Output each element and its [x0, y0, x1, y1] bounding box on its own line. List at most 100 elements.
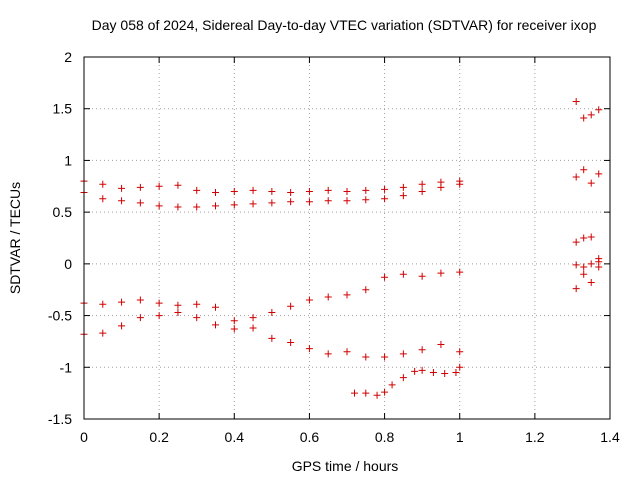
- x-tick-label: 0.2: [149, 429, 169, 445]
- data-point: [268, 334, 276, 342]
- data-point: [249, 314, 257, 322]
- data-point: [587, 260, 595, 268]
- x-tick-label: 0.8: [375, 429, 395, 445]
- data-point: [174, 181, 182, 189]
- series-5: [351, 263, 603, 399]
- data-point: [595, 106, 603, 114]
- data-point: [305, 296, 313, 304]
- data-point: [418, 272, 426, 280]
- data-point: [595, 263, 603, 271]
- y-tick-label: -1.5: [48, 411, 72, 427]
- data-point: [399, 350, 407, 358]
- data-point: [99, 195, 107, 203]
- data-point: [343, 187, 351, 195]
- data-point: [287, 302, 295, 310]
- data-point: [580, 234, 588, 242]
- data-point: [362, 353, 370, 361]
- data-point: [343, 348, 351, 356]
- data-point: [174, 203, 182, 211]
- data-point: [572, 238, 580, 246]
- data-point: [155, 182, 163, 190]
- data-point: [324, 186, 332, 194]
- data-point: [136, 183, 144, 191]
- data-point: [118, 322, 126, 330]
- data-point: [230, 325, 238, 333]
- data-point: [381, 388, 389, 396]
- data-point: [580, 166, 588, 174]
- data-point: [572, 285, 580, 293]
- data-point: [411, 367, 419, 375]
- data-point: [587, 179, 595, 187]
- data-point: [595, 170, 603, 178]
- data-point: [381, 273, 389, 281]
- y-tick-label: 1: [64, 152, 72, 168]
- data-point: [399, 192, 407, 200]
- data-point: [230, 187, 238, 195]
- data-point: [587, 233, 595, 241]
- data-point: [136, 314, 144, 322]
- data-point: [587, 278, 595, 286]
- data-point: [343, 291, 351, 299]
- x-tick-label: 1: [456, 429, 464, 445]
- y-tick-label: -1: [60, 359, 73, 375]
- data-point: [249, 200, 257, 208]
- data-point: [193, 314, 201, 322]
- data-point: [212, 303, 219, 311]
- data-point: [174, 308, 182, 316]
- data-point: [230, 201, 238, 209]
- data-point: [418, 187, 426, 195]
- data-point: [580, 114, 588, 122]
- data-point: [437, 341, 445, 349]
- data-point: [268, 308, 276, 316]
- data-point: [99, 180, 107, 188]
- data-point: [351, 389, 359, 397]
- data-point: [373, 391, 381, 399]
- axis-ticks: [83, 56, 611, 420]
- data-point: [437, 269, 445, 277]
- data-point: [429, 368, 437, 376]
- data-point: [249, 186, 257, 194]
- data-point: [136, 199, 144, 207]
- data-point: [136, 296, 144, 304]
- data-point: [268, 199, 276, 207]
- data-point: [362, 186, 370, 194]
- data-point: [155, 312, 163, 320]
- data-point: [118, 197, 126, 205]
- data-point: [381, 185, 389, 193]
- y-tick-label: 1.5: [53, 101, 73, 117]
- y-tick-label: 0.5: [53, 204, 73, 220]
- data-point: [212, 202, 219, 210]
- data-point: [362, 196, 370, 204]
- data-point: [343, 197, 351, 205]
- data-point: [324, 350, 332, 358]
- y-tick-label: 0: [64, 256, 72, 272]
- chart-title: Day 058 of 2024, Sidereal Day-to-day VTE…: [92, 17, 597, 33]
- series-3: [80, 233, 603, 325]
- data-point: [399, 374, 407, 382]
- data-point: [418, 180, 426, 188]
- grid-lines: [84, 57, 610, 419]
- data-point: [381, 353, 389, 361]
- data-point: [99, 329, 107, 337]
- data-point: [212, 188, 219, 196]
- data-point: [388, 381, 396, 389]
- data-point: [155, 202, 163, 210]
- plot-frame: [83, 56, 611, 420]
- data-point: [230, 317, 238, 325]
- data-point: [418, 366, 426, 374]
- data-point: [174, 301, 182, 309]
- x-axis-label: GPS time / hours: [292, 458, 399, 474]
- x-tick-label: 1.4: [600, 429, 620, 445]
- x-tick-label: 0.6: [300, 429, 320, 445]
- x-tick-label: 0.4: [225, 429, 245, 445]
- data-point: [287, 188, 295, 196]
- data-point: [324, 293, 332, 301]
- data-point: [249, 324, 257, 332]
- data-point: [381, 195, 389, 203]
- y-tick-labels: -1.5 -1 -0.5 0 0.5 1 1.5 2: [48, 49, 72, 427]
- data-point: [155, 299, 163, 307]
- data-point: [362, 389, 370, 397]
- data-point: [193, 186, 201, 194]
- data-point: [437, 183, 445, 191]
- y-axis-label: SDTVAR / TECUs: [7, 182, 23, 294]
